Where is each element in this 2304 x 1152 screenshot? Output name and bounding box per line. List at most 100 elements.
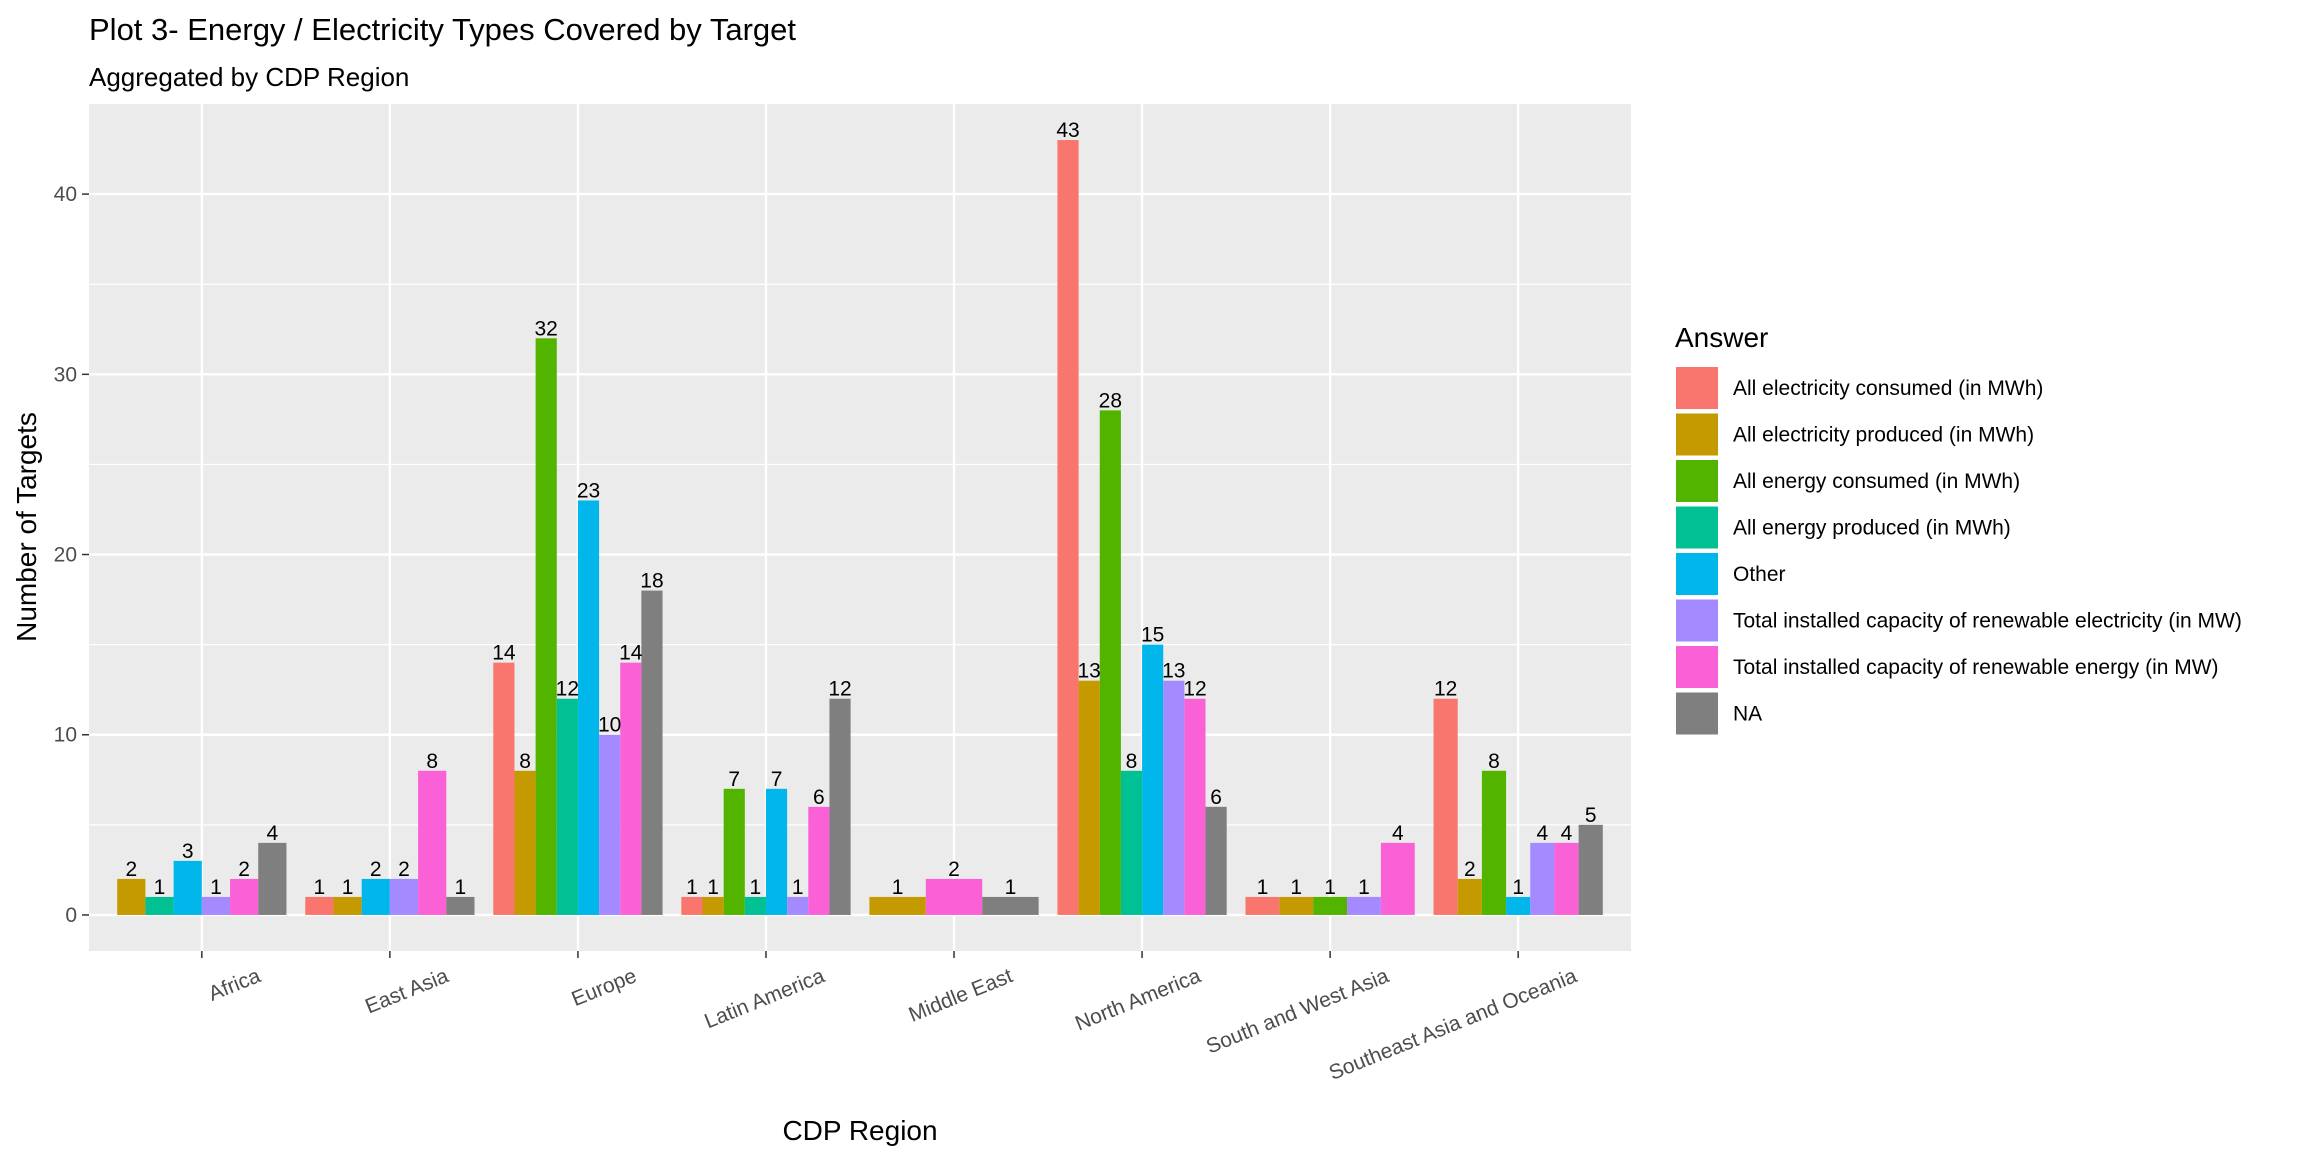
bar — [641, 590, 663, 915]
bar — [1457, 878, 1482, 915]
bar-value-label: 15 — [1141, 624, 1164, 647]
bar-value-label: 12 — [1183, 678, 1206, 701]
bar — [361, 878, 390, 915]
x-tick-label: South and West Asia — [1203, 964, 1392, 1058]
bar — [1380, 842, 1415, 915]
bars-layer — [117, 140, 1603, 915]
bar — [1078, 680, 1100, 915]
bar-value-label: 12 — [556, 678, 579, 701]
bar-value-label: 12 — [1434, 678, 1457, 701]
chart-subtitle: Aggregated by CDP Region — [89, 62, 409, 92]
x-axis-title: CDP Region — [782, 1115, 937, 1146]
bar — [1120, 770, 1143, 915]
x-tick-label: Africa — [205, 964, 264, 1006]
bar — [1142, 644, 1164, 915]
y-tick-label: 0 — [65, 904, 77, 927]
bar — [925, 878, 983, 915]
bar — [230, 878, 259, 915]
bar-value-label: 2 — [370, 858, 382, 881]
legend-label: Total installed capacity of renewable el… — [1733, 610, 2242, 633]
bar-value-label: 4 — [267, 822, 279, 845]
bar — [258, 842, 287, 915]
bar — [599, 734, 621, 915]
bar-value-label: 6 — [813, 786, 825, 809]
bar — [808, 806, 830, 915]
bar — [173, 860, 202, 915]
bar-value-label: 8 — [1488, 750, 1500, 773]
bar-value-label: 13 — [1078, 660, 1101, 683]
bar — [535, 338, 557, 915]
bar-value-label: 23 — [577, 479, 600, 502]
bar — [1506, 896, 1531, 915]
legend-label: All energy produced (in MWh) — [1733, 517, 2011, 540]
bar-value-label: 1 — [1358, 876, 1370, 899]
bar-value-label: 28 — [1099, 389, 1122, 412]
bar-value-label: 1 — [455, 876, 467, 899]
bar — [389, 878, 419, 915]
chart-title: Plot 3- Energy / Electricity Types Cover… — [89, 12, 796, 47]
bar-value-label: 14 — [619, 642, 643, 665]
bar-value-label: 7 — [771, 768, 783, 791]
x-tick-label: Middle East — [906, 964, 1016, 1026]
legend-key — [1674, 644, 1720, 690]
bar — [1530, 842, 1555, 915]
bar-value-label: 1 — [314, 876, 326, 899]
bar — [305, 896, 334, 915]
bar-value-label: 1 — [210, 876, 222, 899]
bar-value-label: 2 — [1464, 858, 1476, 881]
bar — [1163, 680, 1185, 915]
bar-value-label: 1 — [1512, 876, 1524, 899]
bar-value-label: 6 — [1210, 786, 1222, 809]
bar-value-label: 10 — [598, 714, 621, 737]
legend-label: All energy consumed (in MWh) — [1733, 470, 2020, 493]
bar — [1279, 896, 1314, 915]
bar — [869, 896, 926, 915]
y-tick-label: 10 — [54, 724, 77, 747]
bar — [1554, 842, 1579, 915]
bar — [1578, 824, 1603, 915]
legend-label: Total installed capacity of renewable en… — [1733, 656, 2219, 679]
bar — [1313, 896, 1348, 915]
bar-value-label: 43 — [1056, 119, 1079, 142]
bar — [418, 770, 447, 915]
legend-label: NA — [1733, 703, 1762, 726]
bar — [1205, 806, 1227, 915]
bar-value-label: 1 — [1324, 876, 1336, 899]
bar-value-label: 8 — [1126, 750, 1138, 773]
bar — [829, 698, 851, 915]
bar — [1433, 698, 1458, 915]
bar — [723, 788, 745, 915]
bar-value-label: 12 — [828, 678, 851, 701]
legend-key — [1674, 411, 1720, 458]
bar-value-label: 8 — [519, 750, 531, 773]
bar-value-label: 4 — [1392, 822, 1404, 845]
bar — [702, 896, 724, 915]
bar-value-label: 7 — [728, 768, 740, 791]
bar — [1184, 698, 1206, 915]
legend-label: All electricity consumed (in MWh) — [1733, 377, 2043, 400]
bar — [117, 878, 146, 915]
legend-label: Other — [1733, 563, 1786, 586]
bar — [1099, 410, 1121, 915]
bar — [514, 770, 536, 915]
bar-value-label: 1 — [154, 876, 166, 899]
legend-label: All electricity produced (in MWh) — [1733, 424, 2034, 447]
legend: Answer All electricity consumed (in MWh)… — [1674, 322, 2242, 737]
bar-value-label: 1 — [1290, 876, 1302, 899]
bar — [787, 896, 809, 915]
bar — [145, 896, 174, 915]
legend-key — [1674, 690, 1720, 737]
bar-value-label: 4 — [1537, 822, 1549, 845]
bar — [1057, 140, 1079, 915]
y-tick-label: 20 — [54, 544, 77, 567]
bar — [1245, 896, 1280, 915]
bar — [1481, 770, 1507, 915]
bar-value-label: 1 — [1257, 876, 1269, 899]
bar-value-label: 5 — [1585, 804, 1597, 827]
bar-value-label: 2 — [125, 858, 137, 881]
bar — [765, 788, 788, 915]
x-tick-label: North America — [1072, 964, 1204, 1035]
y-axis-title: Number of Targets — [11, 412, 42, 642]
